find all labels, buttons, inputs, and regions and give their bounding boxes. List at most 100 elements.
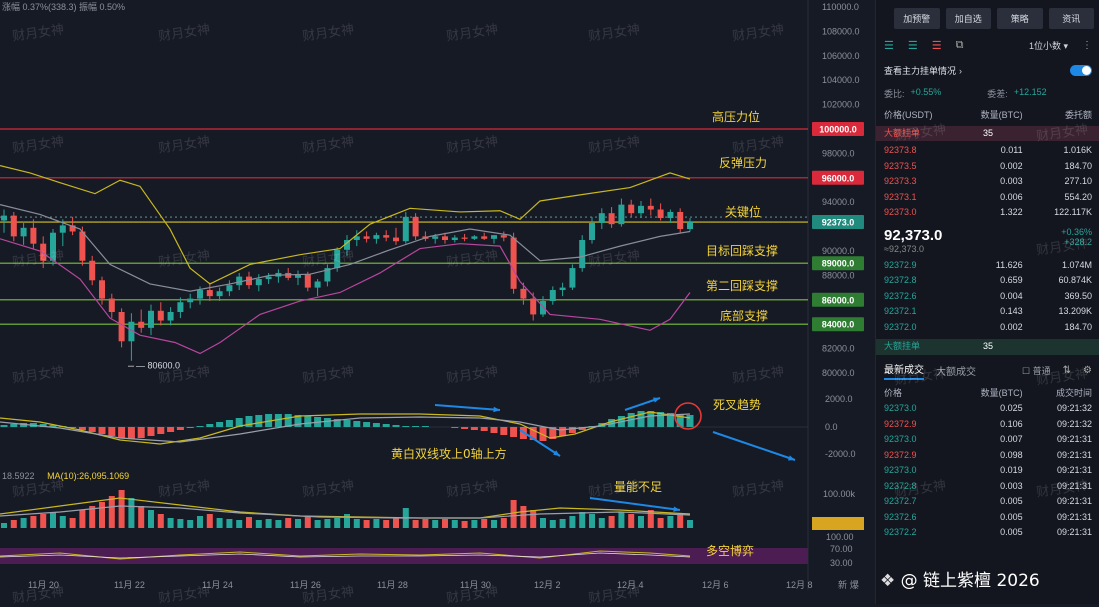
kline-chart[interactable]: 110000.0 108000.0 106000.0 104000.0 102000.0… — [0, 0, 875, 604]
macd-histogram-bar — [255, 415, 263, 427]
bid-row[interactable]: 92372.1 0.143 13.209K — [876, 304, 1099, 320]
trade-row[interactable]: 92372.6 0.005 09:21:31 — [876, 510, 1099, 526]
candle-body — [197, 290, 203, 299]
volume-bar — [177, 519, 184, 528]
macd-histogram-bar — [108, 427, 116, 436]
ask-row[interactable]: 92373.3 0.003 277.10 — [876, 174, 1099, 190]
macd-histogram-bar — [206, 424, 214, 427]
precision-select[interactable]: 1位小数 ▾ — [1028, 41, 1068, 51]
trade-qty: 0.005 — [1000, 527, 1023, 537]
trade-row[interactable]: 92373.0 0.025 09:21:32 — [876, 401, 1099, 417]
ask-list: 92373.8 0.011 1.016K 92373.5 0.002 184.70 9237… — [876, 143, 1099, 221]
macd-histogram-bar — [412, 426, 420, 427]
book-both-icon[interactable]: ☰ — [884, 40, 894, 52]
whale-toggle-label[interactable]: 查看主力挂单情况 — [884, 66, 957, 76]
book-header: 价格(USDT) 数量(BTC) 委托额 — [876, 108, 1099, 124]
precision-value: 1位小数 — [1028, 41, 1061, 51]
big-order-badge: 大额挂单 — [884, 127, 921, 138]
more-icon[interactable]: ⋮ — [1082, 40, 1092, 51]
ratio-label: 委比: — [884, 89, 905, 99]
trade-row[interactable]: 92372.8 0.003 09:21:31 — [876, 479, 1099, 495]
candle-body — [216, 291, 223, 297]
trade-row[interactable]: 92372.9 0.106 09:21:32 — [876, 417, 1099, 433]
trade-qty: 0.003 — [1000, 480, 1023, 491]
bid-qty: 0.659 — [1000, 275, 1023, 285]
candle-body — [353, 236, 360, 241]
ask-row[interactable]: 92373.5 0.002 184.70 — [876, 159, 1099, 175]
macd-histogram-bar — [176, 427, 184, 430]
tab-big-trades[interactable]: 大额成交 — [936, 366, 976, 378]
trade-row[interactable]: 92373.0 0.019 09:21:31 — [876, 463, 1099, 479]
trade-row[interactable]: 92372.9 0.098 09:21:31 — [876, 448, 1099, 464]
trade-price: 92372.6 — [884, 511, 917, 522]
volume-bar — [304, 516, 311, 528]
trade-row[interactable]: 92373.0 0.007 09:21:31 — [876, 432, 1099, 448]
macd-histogram-bar — [676, 414, 684, 427]
filter-label: 普通 — [1032, 365, 1051, 376]
candle-body — [461, 237, 468, 239]
settings-gear-icon[interactable]: ⚙ — [1083, 364, 1092, 376]
x-tick-label: 12月 8 — [786, 580, 813, 590]
candle-body — [324, 268, 331, 282]
candle-body — [402, 216, 409, 242]
candle-body — [236, 276, 243, 286]
volume-bar — [197, 516, 203, 528]
big-bid-bar[interactable]: 大额挂单 35 — [876, 339, 1099, 355]
bid-row[interactable]: 92372.0 0.002 184.70 — [876, 320, 1099, 336]
volume-bar — [89, 506, 96, 528]
news-button[interactable]: 资讯 — [1048, 8, 1094, 29]
label-macd-note: 黄白双线攻上0轴上方 — [391, 447, 507, 461]
volume-ma2-line — [0, 505, 691, 519]
last-price-block: 92,373.0 ≈92,373.0 +0.36% +328.2 — [876, 221, 1099, 258]
volume-bar — [491, 520, 497, 528]
ask-row[interactable]: 92373.1 0.006 554.20 — [876, 190, 1099, 206]
volume-bar — [549, 520, 556, 528]
macd-histogram-bar — [578, 427, 586, 430]
candle-body — [559, 287, 566, 291]
macd-histogram-bar — [284, 414, 292, 427]
filter-icon[interactable]: ⇅ — [1062, 364, 1072, 376]
y-tick-label: 98000.0 — [822, 148, 855, 158]
macd-histogram-bar — [657, 412, 665, 427]
trade-amount: 09:21:32 — [1056, 418, 1092, 429]
macd-histogram-bar — [274, 414, 282, 427]
candle-body — [148, 310, 154, 328]
bollinger-upper-line — [0, 165, 691, 285]
volume-bar — [618, 512, 625, 528]
macd-histogram-bar — [559, 427, 567, 436]
ask-price: 92373.8 — [884, 145, 917, 155]
add-alert-button[interactable]: 加预警 — [894, 8, 940, 29]
bid-row[interactable]: 92372.9 11.626 1.074M — [876, 258, 1099, 274]
bid-row[interactable]: 92372.8 0.659 60.874K — [876, 273, 1099, 289]
macd-histogram-bar — [539, 427, 547, 441]
filter-checkbox[interactable]: ☐ 普通 — [1022, 365, 1051, 376]
macd-histogram-bar — [225, 420, 233, 427]
ask-row[interactable]: 92373.0 1.322 122.117K — [876, 205, 1099, 221]
bid-row[interactable]: 92372.6 0.004 369.50 — [876, 289, 1099, 305]
book-bids-icon[interactable]: ☰ — [907, 40, 918, 52]
candle-body — [491, 235, 497, 239]
tab-latest-trades[interactable]: 最新成交 — [884, 361, 924, 380]
candle-body — [344, 240, 350, 250]
whale-toggle-switch[interactable] — [1070, 65, 1092, 76]
ask-row[interactable]: 92373.8 0.011 1.016K — [876, 143, 1099, 159]
x-tick-label: 11月 22 — [114, 580, 145, 590]
strategy-button[interactable]: 策略 — [997, 8, 1043, 29]
level-badge-text-target_support: 89000.0 — [822, 259, 855, 269]
trade-row[interactable]: 92372.7 0.005 09:21:31 — [876, 494, 1099, 510]
macd-histogram-bar — [490, 427, 498, 433]
candle-body — [667, 211, 674, 219]
macd-histogram-bar — [353, 421, 361, 427]
macd-histogram-bar — [686, 415, 694, 427]
book-depth-icon[interactable]: ⧉ — [955, 39, 964, 51]
volume-bar — [285, 518, 292, 528]
trade-row[interactable]: 92372.2 0.005 09:21:31 — [876, 525, 1099, 541]
book-asks-icon[interactable]: ☰ — [931, 40, 942, 52]
change-abs: +328.2 — [1064, 236, 1092, 247]
candle-body — [638, 205, 644, 214]
candle-body — [138, 321, 145, 328]
candle-body — [530, 298, 537, 315]
add-watchlist-button[interactable]: 加自选 — [945, 8, 991, 29]
trade-price-header: 价格 — [884, 387, 903, 398]
big-order-bar[interactable]: 大额挂单 35 — [876, 125, 1099, 141]
